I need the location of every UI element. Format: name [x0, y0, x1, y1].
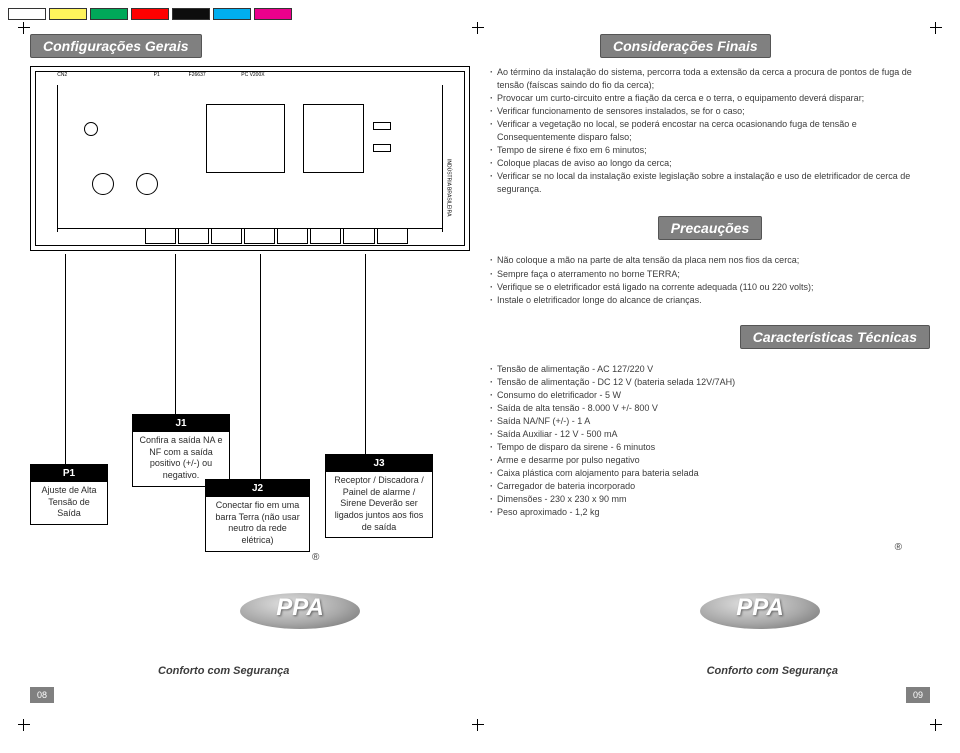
precaucoes-list: Não coloque a mão na parte de alta tensã… — [490, 254, 930, 306]
crop-mark-icon — [930, 22, 942, 34]
list-item: Caixa plástica com alojamento para bater… — [490, 467, 930, 480]
footer-text: Conforto com Segurança — [158, 665, 289, 677]
color-swatch — [8, 8, 46, 20]
pcb-label: PC V200X — [241, 72, 264, 78]
section-header-caract: Características Técnicas — [740, 325, 930, 349]
registered-mark: ® — [895, 542, 902, 553]
list-item: Tempo de sirene é fixo em 6 minutos; — [490, 144, 930, 157]
label-box-p1: P1 Ajuste de Alta Tensão de Saída — [30, 464, 108, 525]
label-box-j3: J3 Receptor / Discadora / Painel de alar… — [325, 454, 433, 538]
pcb-diagram: CN2 P1 F26637 PC V200X INDÚSTRIA BRASILE… — [30, 66, 470, 251]
list-item: Sempre faça o aterramento no borne TERRA… — [490, 268, 930, 281]
callout-line — [365, 254, 366, 454]
list-item: Verificar se no local da instalação exis… — [490, 170, 930, 196]
pcb-label: INDÚSTRIA BRASILEIRA — [445, 159, 451, 217]
page-number: 08 — [30, 687, 54, 703]
crop-mark-icon — [472, 22, 484, 34]
crop-mark-icon — [18, 719, 30, 731]
callout-line — [175, 254, 176, 414]
list-item: Ao término da instalação do sistema, per… — [490, 66, 930, 92]
pcb-label: F26637 — [189, 72, 206, 78]
page-number: 09 — [906, 687, 930, 703]
list-item: Saída NA/NF (+/-) - 1 A — [490, 415, 930, 428]
ppa-logo: PPA — [240, 564, 360, 629]
crop-mark-icon — [18, 22, 30, 34]
callout-line — [65, 254, 66, 464]
pcb-label: P1 — [154, 72, 160, 78]
footer-text: Conforto com Segurança — [707, 665, 838, 677]
left-page: Configurações Gerais — [30, 34, 470, 719]
list-item: Arme e desarme por pulso negativo — [490, 454, 930, 467]
consideracoes-list: Ao término da instalação do sistema, per… — [490, 66, 930, 196]
list-item: Tensão de alimentação - AC 127/220 V — [490, 363, 930, 376]
color-swatch — [131, 8, 169, 20]
label-box-j2: J2 Conectar fio em uma barra Terra (não … — [205, 479, 310, 552]
list-item: Carregador de bateria incorporado — [490, 480, 930, 493]
section-header-config: Configurações Gerais — [30, 34, 202, 58]
label-title: J3 — [326, 455, 432, 472]
list-item: Saída de alta tensão - 8.000 V +/- 800 V — [490, 402, 930, 415]
right-page: Considerações Finais Ao término da insta… — [490, 34, 930, 719]
list-item: Coloque placas de aviso ao longo da cerc… — [490, 157, 930, 170]
list-item: Não coloque a mão na parte de alta tensã… — [490, 254, 930, 267]
section-header-precaucoes: Precauções — [658, 216, 763, 240]
label-text: Confira a saída NA e NF com a saída posi… — [139, 435, 222, 480]
list-item: Saída Auxiliar - 12 V - 500 mA — [490, 428, 930, 441]
ppa-logo: PPA — [700, 564, 820, 629]
color-swatch — [49, 8, 87, 20]
list-item: Verificar a vegetação no local, se poder… — [490, 118, 930, 144]
list-item: Tempo de disparo da sirene - 6 minutos — [490, 441, 930, 454]
pcb-label: CN2 — [57, 72, 67, 78]
color-swatch — [90, 8, 128, 20]
list-item: Verifique se o eletrificador está ligado… — [490, 281, 930, 294]
color-swatch — [172, 8, 210, 20]
crop-mark-icon — [930, 719, 942, 731]
label-text: Ajuste de Alta Tensão de Saída — [41, 485, 96, 518]
crop-mark-icon — [472, 719, 484, 731]
section-header-consid: Considerações Finais — [600, 34, 771, 58]
list-item: Provocar um curto-circuito entre a fiaçã… — [490, 92, 930, 105]
label-title: J2 — [206, 480, 309, 497]
label-title: J1 — [133, 415, 229, 432]
label-title: P1 — [31, 465, 107, 482]
color-swatch — [254, 8, 292, 20]
list-item: Verificar funcionamento de sensores inst… — [490, 105, 930, 118]
label-box-j1: J1 Confira a saída NA e NF com a saída p… — [132, 414, 230, 487]
list-item: Dimensões - 230 x 230 x 90 mm — [490, 493, 930, 506]
registered-mark: ® — [312, 552, 319, 563]
label-text: Conectar fio em uma barra Terra (não usa… — [215, 500, 299, 545]
callout-line — [260, 254, 261, 479]
list-item: Peso aproximado - 1,2 kg — [490, 506, 930, 519]
list-item: Tensão de alimentação - DC 12 V (bateria… — [490, 376, 930, 389]
list-item: Consumo do eletrificador - 5 W — [490, 389, 930, 402]
label-text: Receptor / Discadora / Painel de alarme … — [334, 475, 424, 532]
registration-color-bar — [8, 8, 295, 20]
caracteristicas-list: Tensão de alimentação - AC 127/220 V Ten… — [490, 363, 930, 520]
list-item: Instale o eletrificador longe do alcance… — [490, 294, 930, 307]
color-swatch — [213, 8, 251, 20]
